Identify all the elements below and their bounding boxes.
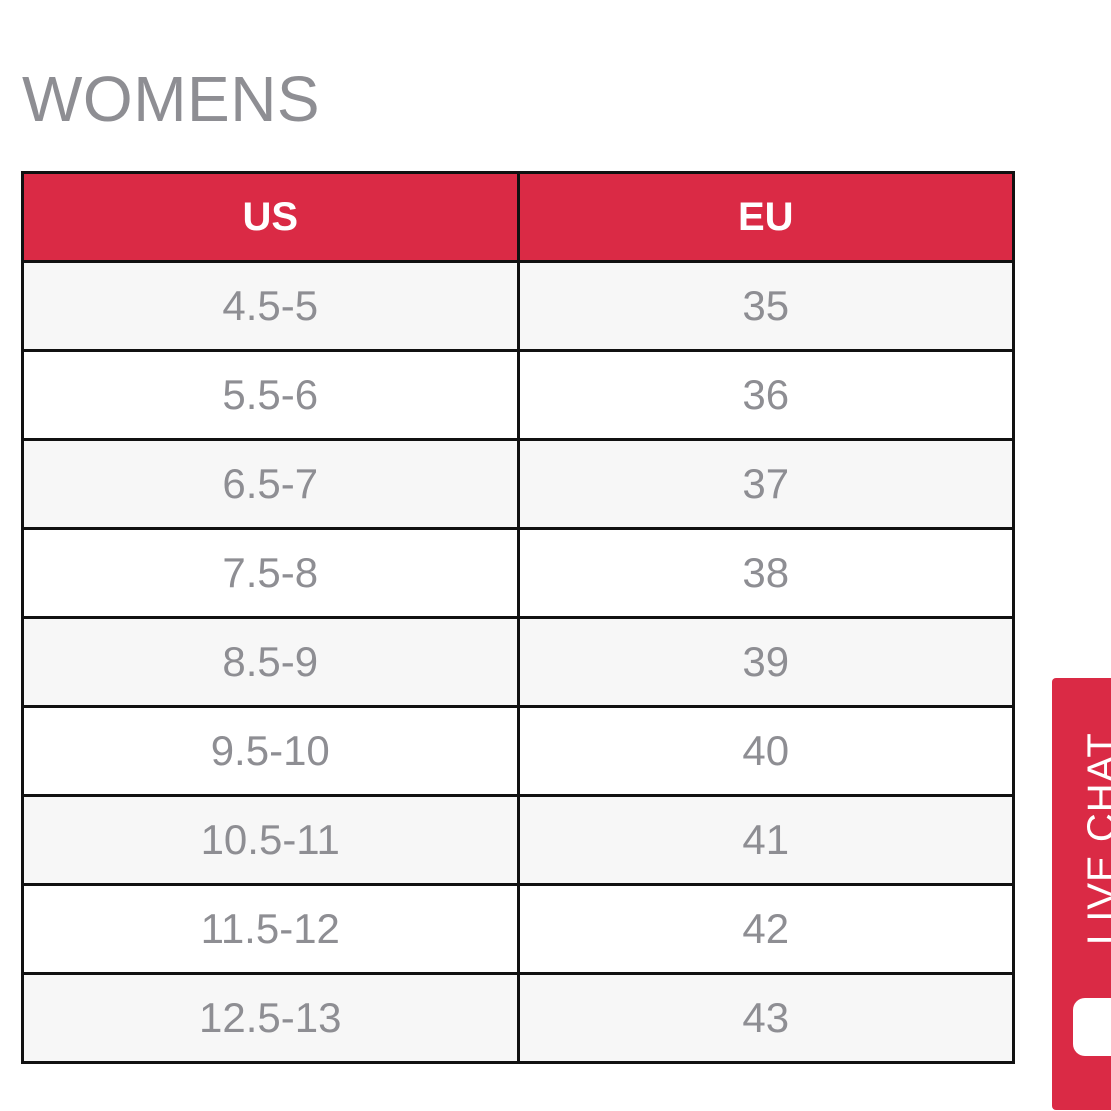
us-size-cell: 4.5-5 bbox=[21, 260, 520, 352]
eu-size-cell: 38 bbox=[516, 527, 1015, 619]
table-row: 12.5-13 43 bbox=[21, 972, 1015, 1064]
size-chart-table: US EU 4.5-5 35 5.5-6 36 6.5-7 37 7.5-8 3… bbox=[21, 171, 1015, 1064]
eu-size-cell: 41 bbox=[516, 794, 1015, 886]
live-chat-label[interactable]: LIVE CHAT bbox=[1080, 732, 1111, 945]
table-row: 8.5-9 39 bbox=[21, 616, 1015, 708]
us-size-cell: 9.5-10 bbox=[21, 705, 520, 797]
table-row: 10.5-11 41 bbox=[21, 794, 1015, 886]
column-header-eu: EU bbox=[516, 171, 1015, 263]
table-header-row: US EU bbox=[21, 171, 1015, 263]
live-chat-label-container[interactable]: LIVE CHAT bbox=[1052, 0, 1111, 1111]
eu-size-cell: 43 bbox=[516, 972, 1015, 1064]
eu-size-cell: 37 bbox=[516, 438, 1015, 530]
table-row: 11.5-12 42 bbox=[21, 883, 1015, 975]
column-header-us: US bbox=[21, 171, 520, 263]
table-row: 4.5-5 35 bbox=[21, 260, 1015, 352]
table-row: 6.5-7 37 bbox=[21, 438, 1015, 530]
eu-size-cell: 36 bbox=[516, 349, 1015, 441]
table-row: 7.5-8 38 bbox=[21, 527, 1015, 619]
eu-size-cell: 42 bbox=[516, 883, 1015, 975]
eu-size-cell: 40 bbox=[516, 705, 1015, 797]
chat-bubble-icon[interactable] bbox=[1073, 998, 1111, 1056]
us-size-cell: 6.5-7 bbox=[21, 438, 520, 530]
us-size-cell: 8.5-9 bbox=[21, 616, 520, 708]
eu-size-cell: 39 bbox=[516, 616, 1015, 708]
page-title: WOMENS bbox=[22, 63, 321, 135]
eu-size-cell: 35 bbox=[516, 260, 1015, 352]
us-size-cell: 10.5-11 bbox=[21, 794, 520, 886]
us-size-cell: 5.5-6 bbox=[21, 349, 520, 441]
us-size-cell: 11.5-12 bbox=[21, 883, 520, 975]
us-size-cell: 12.5-13 bbox=[21, 972, 520, 1064]
table-row: 5.5-6 36 bbox=[21, 349, 1015, 441]
us-size-cell: 7.5-8 bbox=[21, 527, 520, 619]
table-row: 9.5-10 40 bbox=[21, 705, 1015, 797]
